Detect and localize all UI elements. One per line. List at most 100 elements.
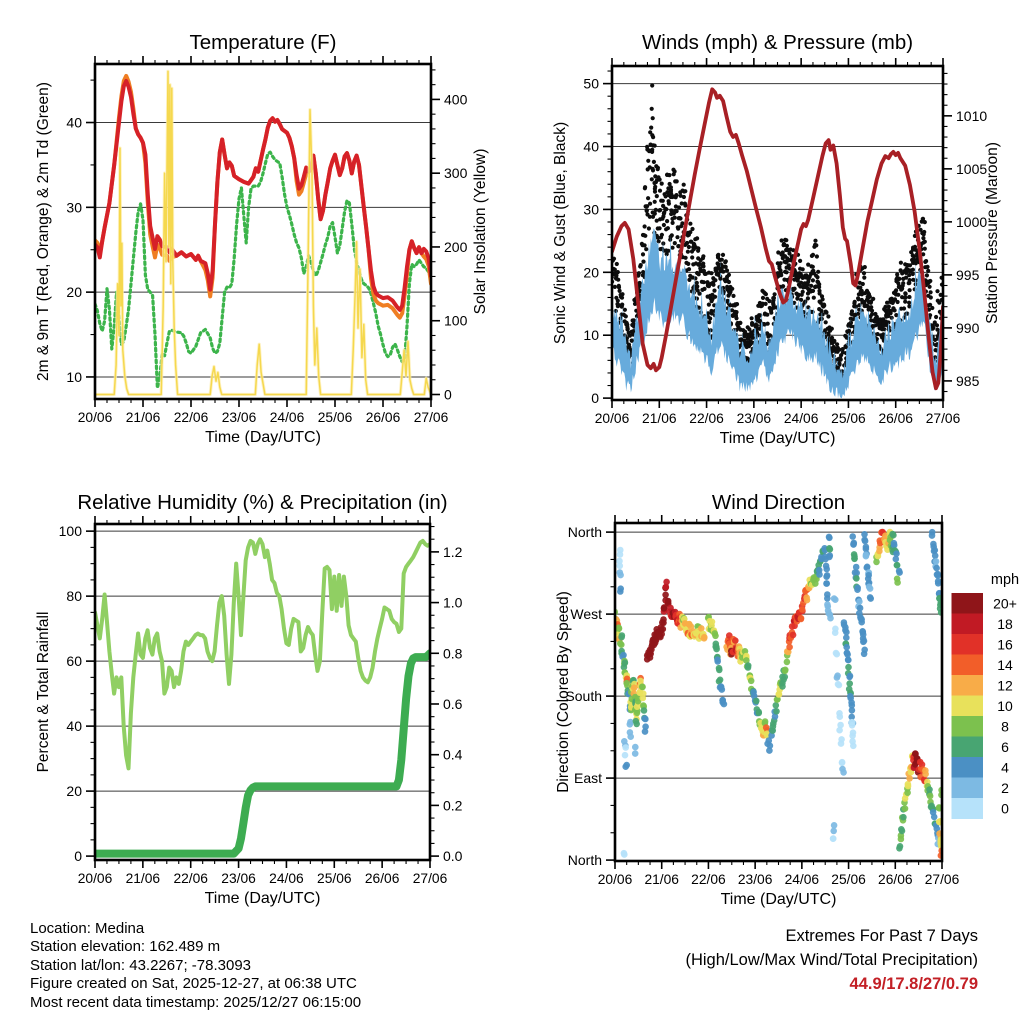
svg-text:2m & 9m T (Red, Orange) & 2m T: 2m & 9m T (Red, Orange) & 2m Td (Green) bbox=[35, 82, 52, 381]
svg-text:10: 10 bbox=[583, 327, 599, 343]
svg-text:27/06: 27/06 bbox=[926, 411, 961, 426]
svg-text:21/06: 21/06 bbox=[642, 411, 677, 426]
svg-text:Winds (mph) & Pressure (mb): Winds (mph) & Pressure (mb) bbox=[642, 31, 913, 54]
svg-text:40: 40 bbox=[583, 139, 599, 155]
svg-text:0.0: 0.0 bbox=[443, 848, 463, 864]
svg-text:26/06: 26/06 bbox=[878, 411, 913, 426]
svg-text:West: West bbox=[570, 606, 602, 622]
temperature-panel: 20/06 21/06 22/06 23/06 24/06 25/06 26/06 27/06… bbox=[35, 31, 489, 446]
svg-text:Solar Insolation (Yellow): Solar Insolation (Yellow) bbox=[472, 149, 489, 315]
svg-text:1.2: 1.2 bbox=[443, 544, 463, 560]
svg-text:100: 100 bbox=[59, 523, 83, 539]
svg-text:Station Pressure (Maroon): Station Pressure (Maroon) bbox=[984, 142, 1001, 324]
svg-text:10: 10 bbox=[66, 369, 82, 385]
svg-text:60: 60 bbox=[66, 653, 82, 669]
station-location: Location: Medina bbox=[30, 920, 145, 937]
svg-text:100: 100 bbox=[444, 313, 468, 329]
svg-text:25/06: 25/06 bbox=[317, 871, 352, 886]
svg-text:1.0: 1.0 bbox=[443, 595, 463, 611]
extremes-title: Extremes For Past 7 Days bbox=[785, 927, 978, 945]
wind_direction-panel: 20/06 21/06 22/06 23/06 24/06 25/06 26/06 27/06… bbox=[555, 491, 1019, 908]
svg-text:21/06: 21/06 bbox=[644, 872, 679, 887]
station-latlon: Station lat/lon: 43.2267; -78.3093 bbox=[30, 956, 252, 974]
winds_pressure-panel: 20/06 21/06 22/06 23/06 24/06 25/06 26/06 27/06… bbox=[552, 31, 1001, 447]
svg-text:20/06: 20/06 bbox=[595, 411, 630, 426]
svg-text:4: 4 bbox=[1001, 759, 1009, 775]
svg-text:40: 40 bbox=[66, 115, 82, 131]
svg-text:1010: 1010 bbox=[956, 108, 987, 124]
svg-text:24/06: 24/06 bbox=[270, 410, 305, 425]
svg-text:20: 20 bbox=[66, 783, 82, 799]
svg-text:20: 20 bbox=[66, 284, 82, 300]
svg-text:24/06: 24/06 bbox=[269, 871, 304, 886]
svg-text:23/06: 23/06 bbox=[222, 410, 257, 425]
svg-text:24/06: 24/06 bbox=[785, 872, 820, 887]
svg-text:985: 985 bbox=[956, 373, 980, 389]
figure-created: Figure created on Sat, 2025-12-27, at 06… bbox=[30, 975, 357, 993]
svg-text:22/06: 22/06 bbox=[173, 871, 208, 886]
svg-text:Time (Day/UTC): Time (Day/UTC) bbox=[205, 890, 321, 907]
svg-text:North: North bbox=[568, 524, 602, 540]
svg-text:Temperature (F): Temperature (F) bbox=[190, 31, 337, 54]
station-elevation: Station elevation: 162.489 m bbox=[30, 938, 221, 956]
svg-text:20: 20 bbox=[583, 264, 599, 280]
svg-text:Sonic Wind & Gust (Blue, Black: Sonic Wind & Gust (Blue, Black) bbox=[552, 122, 569, 344]
svg-text:2: 2 bbox=[1001, 780, 1009, 796]
humidity_precip-panel: 20/06 21/06 22/06 23/06 24/06 25/06 26/06 27/06… bbox=[35, 491, 463, 907]
data-timestamp: Most recent data timestamp: 2025/12/27 0… bbox=[30, 993, 362, 1011]
svg-text:6: 6 bbox=[1001, 739, 1009, 755]
svg-text:Time (Day/UTC): Time (Day/UTC) bbox=[205, 429, 321, 446]
svg-text:21/06: 21/06 bbox=[126, 410, 161, 425]
svg-text:23/06: 23/06 bbox=[221, 871, 256, 886]
svg-text:1000: 1000 bbox=[956, 214, 987, 230]
svg-text:20/06: 20/06 bbox=[78, 871, 113, 886]
svg-text:20/06: 20/06 bbox=[598, 872, 633, 887]
svg-text:14: 14 bbox=[997, 657, 1013, 673]
extremes-block: Extremes For Past 7 Days (High/Low/Max W… bbox=[685, 924, 978, 996]
svg-text:22/06: 22/06 bbox=[691, 872, 726, 887]
svg-text:26/06: 26/06 bbox=[878, 872, 913, 887]
svg-text:mph: mph bbox=[991, 572, 1019, 588]
svg-text:0: 0 bbox=[74, 848, 82, 864]
svg-text:Direction (Colored By Speed): Direction (Colored By Speed) bbox=[555, 591, 572, 793]
svg-text:80: 80 bbox=[66, 588, 82, 604]
svg-text:400: 400 bbox=[444, 91, 468, 107]
svg-text:20+: 20+ bbox=[993, 595, 1017, 611]
svg-text:30: 30 bbox=[583, 201, 599, 217]
extremes-subtitle: (High/Low/Max Wind/Total Precipitation) bbox=[685, 951, 978, 969]
station-info: Location: Medina Station elevation: 162.… bbox=[30, 920, 361, 1012]
svg-text:23/06: 23/06 bbox=[738, 872, 773, 887]
svg-text:North: North bbox=[568, 852, 602, 868]
svg-text:16: 16 bbox=[997, 636, 1013, 652]
svg-text:30: 30 bbox=[66, 199, 82, 215]
svg-text:1005: 1005 bbox=[956, 161, 987, 177]
svg-text:995: 995 bbox=[956, 267, 980, 283]
svg-text:0: 0 bbox=[591, 390, 599, 406]
svg-text:0: 0 bbox=[444, 386, 452, 402]
svg-text:26/06: 26/06 bbox=[366, 410, 401, 425]
svg-text:40: 40 bbox=[66, 718, 82, 734]
svg-text:Time (Day/UTC): Time (Day/UTC) bbox=[721, 891, 837, 908]
svg-text:South: South bbox=[565, 688, 602, 704]
svg-text:25/06: 25/06 bbox=[318, 410, 353, 425]
extremes-values: 44.9/17.8/27/0.79 bbox=[849, 975, 978, 993]
svg-text:12: 12 bbox=[997, 677, 1013, 693]
svg-text:18: 18 bbox=[997, 616, 1013, 632]
svg-text:0.2: 0.2 bbox=[443, 797, 463, 813]
svg-text:50: 50 bbox=[583, 76, 599, 92]
svg-text:0: 0 bbox=[1001, 800, 1009, 816]
svg-text:0.8: 0.8 bbox=[443, 645, 463, 661]
svg-text:24/06: 24/06 bbox=[784, 411, 819, 426]
svg-text:22/06: 22/06 bbox=[174, 410, 209, 425]
svg-text:0.6: 0.6 bbox=[443, 696, 463, 712]
svg-text:0.4: 0.4 bbox=[443, 747, 463, 763]
svg-text:990: 990 bbox=[956, 320, 980, 336]
svg-text:Relative Humidity (%) & Precip: Relative Humidity (%) & Precipitation (i… bbox=[77, 491, 447, 514]
svg-text:Time (Day/UTC): Time (Day/UTC) bbox=[720, 430, 836, 447]
svg-text:200: 200 bbox=[444, 239, 468, 255]
svg-text:Percent & Total Rainfall: Percent & Total Rainfall bbox=[35, 612, 52, 773]
svg-text:300: 300 bbox=[444, 165, 468, 181]
svg-text:26/06: 26/06 bbox=[365, 871, 400, 886]
